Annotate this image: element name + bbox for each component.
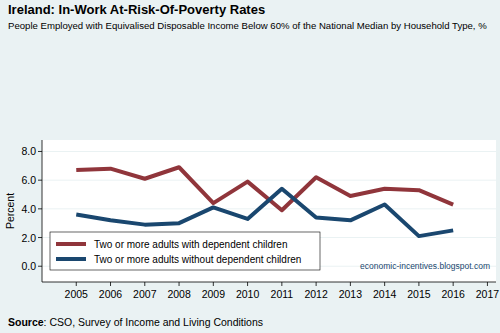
subtitle: People Employed with Equivalised Disposa… xyxy=(8,20,487,31)
x-tick xyxy=(453,282,454,286)
grid-line xyxy=(42,180,496,181)
legend-swatch xyxy=(56,257,86,261)
y-tick xyxy=(38,237,42,238)
x-tick-label: 2009 xyxy=(202,288,226,300)
x-axis xyxy=(42,282,496,283)
y-tick xyxy=(38,266,42,267)
grid-line xyxy=(42,151,496,152)
x-tick xyxy=(213,282,214,286)
legend-label: Two or more adults without dependent chi… xyxy=(94,254,301,265)
x-tick-label: 2005 xyxy=(65,288,89,300)
plot-area xyxy=(42,140,496,282)
series-group xyxy=(76,167,453,236)
x-tick xyxy=(144,282,145,286)
y-tick-label: 8.0 xyxy=(21,145,36,157)
x-tick xyxy=(350,282,351,286)
x-tick-label: 2016 xyxy=(441,288,465,300)
y-tick-label: 2.0 xyxy=(21,232,36,244)
title: Ireland: In-Work At-Risk-Of-Poverty Rate… xyxy=(8,2,265,17)
y-tick xyxy=(38,180,42,181)
y-axis xyxy=(42,140,43,282)
x-tick xyxy=(110,282,111,286)
source: Source: CSO, Survey of Income and Living… xyxy=(8,316,263,328)
x-tick xyxy=(316,282,317,286)
x-tick-label: 2006 xyxy=(99,288,123,300)
legend-box xyxy=(50,232,320,270)
x-tick-label: 2013 xyxy=(339,288,363,300)
x-tick-label: 2017 xyxy=(476,288,500,300)
x-tick xyxy=(179,282,180,286)
chart: Ireland: In-Work At-Risk-Of-Poverty Rate… xyxy=(0,0,500,333)
y-tick-label: 0.0 xyxy=(21,260,36,272)
y-tick xyxy=(38,151,42,152)
legend-label: Two or more adults with dependent childr… xyxy=(94,239,287,250)
y-axis-label: Percent xyxy=(4,193,16,229)
source-text: : CSO, Survey of Income and Living Condi… xyxy=(44,316,263,328)
x-tick-label: 2011 xyxy=(271,288,294,300)
x-tick-label: 2010 xyxy=(236,288,260,300)
y-tick-label: 6.0 xyxy=(21,174,36,186)
x-tick xyxy=(247,282,248,286)
source-label: Source xyxy=(8,316,44,328)
y-tick xyxy=(38,208,42,209)
x-tick-label: 2015 xyxy=(407,288,431,300)
y-tick-label: 4.0 xyxy=(21,203,36,215)
background xyxy=(0,0,500,333)
x-tick xyxy=(281,282,282,286)
legend-swatch xyxy=(56,242,86,246)
x-tick xyxy=(418,282,419,286)
x-tick xyxy=(487,282,488,286)
x-tick-label: 2007 xyxy=(133,288,157,300)
annotation: economic-incentives.blogspot.com xyxy=(360,261,490,271)
x-tick xyxy=(384,282,385,286)
x-tick-label: 2014 xyxy=(373,288,397,300)
x-tick-label: 2008 xyxy=(167,288,191,300)
grid-line xyxy=(42,208,496,209)
series-line xyxy=(76,189,453,236)
x-tick xyxy=(76,282,77,286)
x-tick-label: 2012 xyxy=(304,288,328,300)
